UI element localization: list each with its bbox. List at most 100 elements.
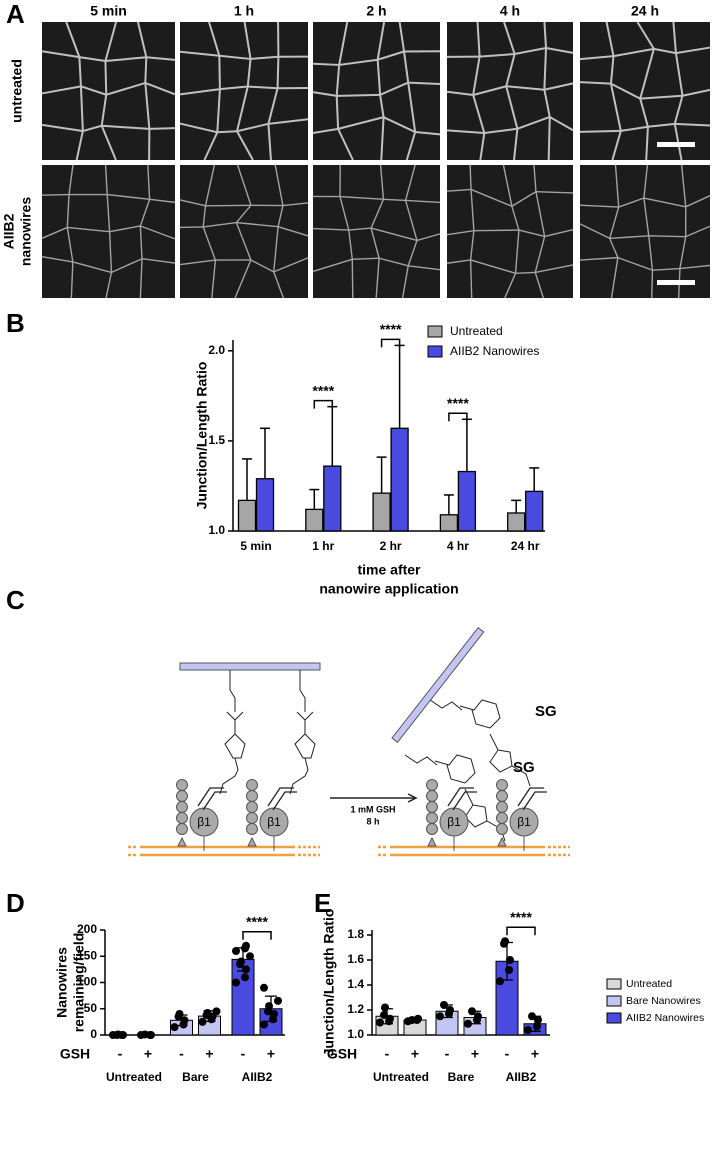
cell-edge — [545, 46, 574, 54]
diagram — [128, 626, 570, 857]
cell-edge — [674, 122, 711, 127]
linker — [289, 670, 316, 795]
cell-outlines — [179, 21, 309, 161]
cell-edge — [470, 259, 516, 274]
data-point — [506, 956, 514, 964]
cell-edge — [144, 82, 151, 129]
cell-edge — [203, 221, 237, 228]
bar — [237, 499, 257, 532]
cell-edge — [648, 235, 654, 271]
cell-edge — [614, 164, 620, 208]
cell-edge — [484, 127, 518, 134]
cell-edge — [107, 193, 150, 200]
cell-outlines — [579, 21, 711, 161]
cell-edge — [469, 164, 472, 190]
leg — [267, 787, 294, 807]
data-point — [386, 1014, 394, 1023]
data-point — [436, 1012, 444, 1021]
cell-edge — [543, 47, 548, 90]
significance-bracket — [506, 926, 536, 936]
domain — [176, 823, 188, 835]
cell-edge — [643, 164, 649, 199]
group-label: AIIB2 — [242, 1070, 273, 1084]
cell-edge — [202, 226, 217, 261]
legend-swatch — [427, 325, 443, 338]
cell-edge — [78, 57, 82, 87]
group-label: AIIB2 — [506, 1070, 537, 1084]
x-axis-label: nanowire application — [319, 581, 458, 597]
data-point — [212, 1007, 221, 1016]
cell-edge — [446, 259, 471, 264]
cell-edge — [504, 273, 517, 299]
cell-edge — [179, 259, 216, 266]
cell-outlines — [312, 164, 441, 299]
data-point — [203, 1008, 212, 1017]
cell-edge — [218, 55, 221, 90]
domain — [426, 823, 438, 835]
cell-edge — [66, 194, 70, 228]
cell-edge — [273, 226, 279, 272]
cell-edge — [236, 164, 252, 206]
group-label: Untreated — [373, 1070, 429, 1084]
cell-edge — [505, 53, 516, 87]
leg — [197, 787, 224, 807]
legend-label: AIIB2 Nanowires — [626, 1012, 704, 1024]
cell-edge — [535, 191, 546, 237]
bar — [255, 478, 275, 532]
cell-edge — [535, 264, 574, 274]
y-tick-label: 1.4 — [347, 977, 364, 991]
data-point — [180, 1016, 189, 1025]
cell-edge — [79, 56, 106, 63]
cell-edge — [41, 85, 82, 95]
cell-edge — [502, 164, 513, 207]
cell-edge — [476, 21, 481, 57]
x-tick-label: - — [445, 1046, 450, 1062]
y-axis-label: Junction/Length Ratio — [321, 909, 337, 1057]
data-point — [265, 1002, 273, 1011]
cell-edge — [505, 85, 519, 130]
cell-edge — [549, 116, 574, 132]
cell-edge — [398, 21, 406, 52]
released-linker — [429, 699, 531, 787]
domain — [246, 812, 258, 824]
cell-edge — [277, 225, 309, 237]
nanowire — [179, 662, 321, 671]
significance-bracket — [313, 399, 334, 409]
cell-outlines — [312, 21, 441, 161]
column-label: 24 h — [631, 3, 659, 19]
cell-edge — [41, 193, 70, 196]
domain — [496, 812, 508, 824]
cell-edge — [68, 164, 74, 195]
cell-edge — [378, 257, 409, 267]
group-label: Bare — [448, 1070, 475, 1084]
cell-outlines — [579, 164, 711, 299]
cell-edge — [111, 258, 143, 274]
y-tick-label: 100 — [77, 975, 97, 989]
stalk — [177, 836, 187, 847]
x-tick-label: 1 hr — [312, 539, 334, 553]
legend-label: AIIB2 Nanowires — [450, 344, 539, 358]
cell-edge — [579, 223, 610, 240]
data-point — [376, 1018, 384, 1027]
domain — [496, 801, 508, 813]
cell-edge — [140, 225, 176, 240]
cell-edge — [579, 129, 621, 133]
cell-edge — [312, 258, 353, 273]
cell-edge — [136, 21, 148, 58]
cell-edge — [620, 125, 649, 132]
cell-edge — [274, 164, 284, 206]
y-tick-label: 2.0 — [208, 343, 225, 357]
stalk — [247, 836, 257, 847]
micrograph — [447, 22, 573, 160]
cell-edge — [273, 257, 309, 273]
cell-edge — [236, 122, 269, 133]
cell-edge — [645, 126, 649, 161]
cell-edge — [339, 195, 384, 201]
cell-edge — [650, 270, 654, 299]
column-label: 1 h — [234, 3, 254, 19]
domain — [426, 801, 438, 813]
cell-edge — [404, 200, 418, 241]
cell-edge — [376, 59, 382, 95]
cell-edge — [100, 125, 117, 161]
cell-edge — [407, 240, 418, 267]
